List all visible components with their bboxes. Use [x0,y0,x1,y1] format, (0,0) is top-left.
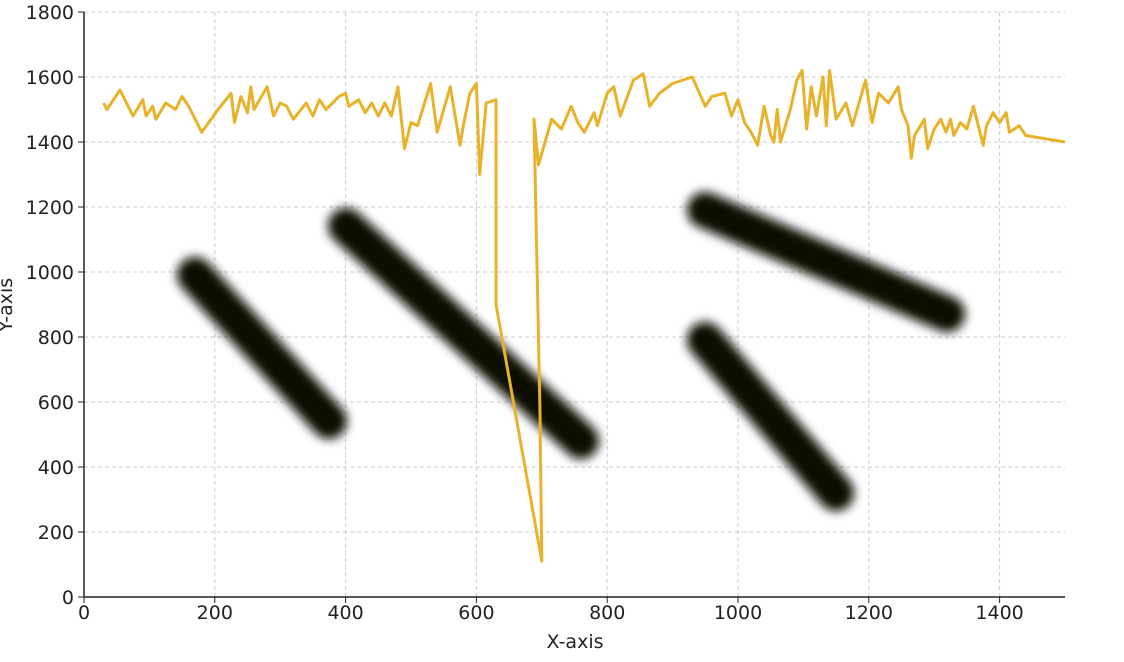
x-tick-label: 0 [78,602,90,624]
x-tick-label: 800 [589,602,625,624]
stroke [328,208,599,459]
x-tick-label: 1200 [845,602,893,624]
stroke [687,322,854,511]
y-tick-label: 400 [38,457,74,479]
y-tick-label: 1000 [26,262,74,284]
y-tick-label: 600 [38,392,74,414]
y-axis-label: Y-axis [0,278,17,333]
y-tick-label: 1600 [26,67,74,89]
stroke [177,257,347,439]
y-tick-label: 1400 [26,132,74,154]
x-tick-label: 600 [458,602,494,624]
x-tick-label: 1000 [714,602,762,624]
y-tick-label: 1800 [26,2,74,24]
y-tick-label: 1200 [26,197,74,219]
x-tick-label: 200 [197,602,233,624]
stroke [687,192,965,332]
grid [83,11,1065,598]
x-tick-label: 1400 [975,602,1023,624]
y-tick-label: 200 [38,522,74,544]
line [102,69,1066,563]
x-tick-label: 400 [327,602,363,624]
y-tick-label: 800 [38,327,74,349]
blurred-strokes [177,192,965,511]
x-axis-label: X-axis [547,631,604,653]
y-tick-label: 0 [62,587,74,609]
